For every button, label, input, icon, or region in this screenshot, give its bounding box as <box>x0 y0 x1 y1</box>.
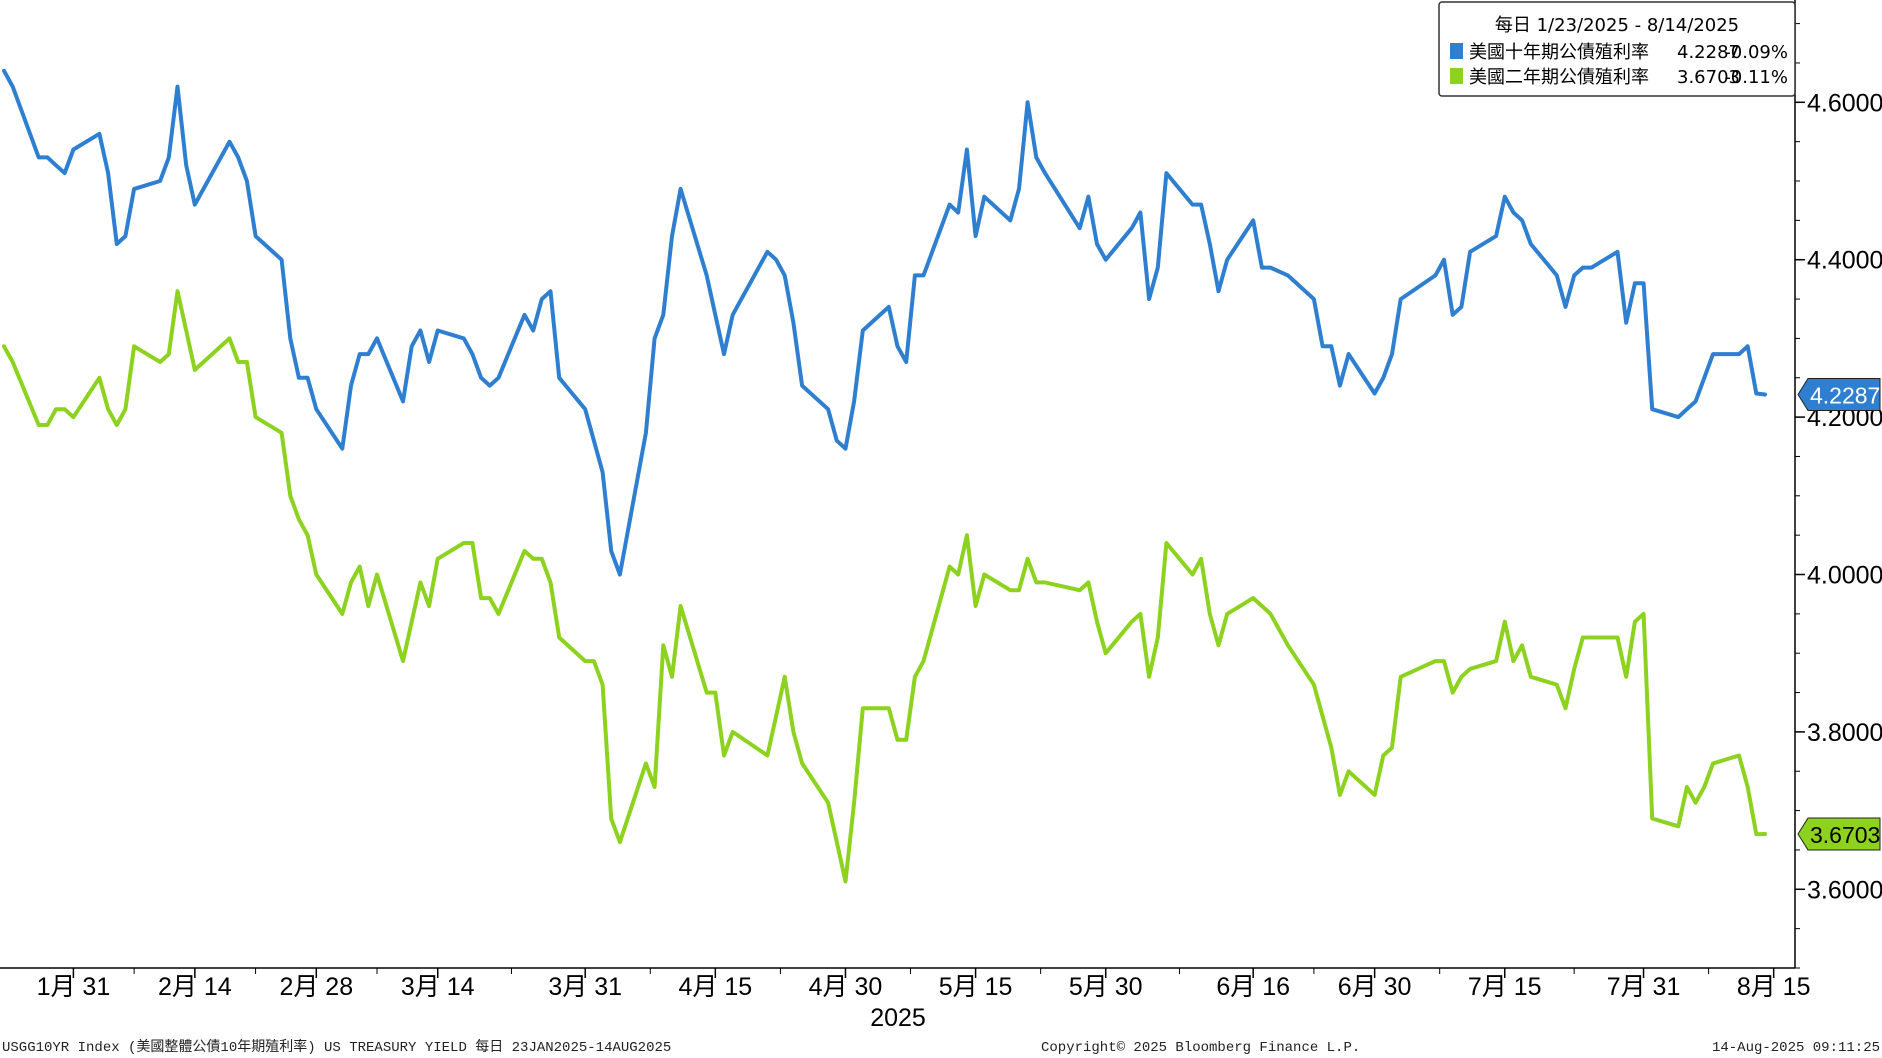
legend-swatch <box>1450 68 1463 84</box>
x-tick-label: 4月 15 <box>679 973 753 1001</box>
y-tick-label: 4.4000 <box>1807 247 1882 275</box>
legend-title: 每日 1/23/2025 - 8/14/2025 <box>1495 15 1739 36</box>
footer: USGG10YR Index (美國整體公債10年期殖利率) US TREASU… <box>2 1038 1880 1056</box>
last-value-badge-text: 3.6703 <box>1810 822 1880 848</box>
legend: 每日 1/23/2025 - 8/14/2025 美國十年期公債殖利率 4.2287… <box>1438 1 1796 97</box>
last-value-badges: 4.2287 3.6703 <box>1797 378 1881 851</box>
legend-box <box>1438 1 1796 97</box>
legend-swatch <box>1450 43 1463 59</box>
x-tick-label: 1月 31 <box>37 973 111 1001</box>
x-axis-label: 2025 <box>870 1004 926 1032</box>
last-value-badge-text: 4.2287 <box>1810 383 1880 409</box>
x-tick-label: 3月 14 <box>401 973 475 1001</box>
footer-copyright: Copyright© 2025 Bloomberg Finance L.P. <box>1041 1040 1360 1056</box>
legend-series-name: 美國十年期公債殖利率 <box>1469 41 1649 63</box>
legend-series-last: 3.6703 <box>1677 67 1740 88</box>
x-tick-label: 5月 30 <box>1069 973 1143 1001</box>
x-tick-label: 6月 16 <box>1216 973 1290 1001</box>
last-value-badge <box>1797 378 1881 412</box>
footer-left: USGG10YR Index (美國整體公債10年期殖利率) US TREASU… <box>2 1038 671 1056</box>
last-value-badge <box>1797 817 1881 851</box>
x-axis: 1月 31 2月 14 2月 28 3月 14 3月 31 4月 15 4月 30 5月 15… <box>0 967 1811 1032</box>
y-tick-label: 3.6000 <box>1807 876 1882 904</box>
legend-series-change: -0.09% <box>1724 42 1788 63</box>
x-tick-label: 7月 31 <box>1607 973 1681 1001</box>
x-tick-label: 2月 28 <box>279 973 353 1001</box>
legend-series-last: 4.2287 <box>1677 42 1740 63</box>
legend-series-name: 美國二年期公債殖利率 <box>1469 66 1649 88</box>
legend-series-change: -0.11% <box>1724 67 1788 88</box>
x-tick-label: 6月 30 <box>1338 973 1412 1001</box>
x-tick-label: 5月 15 <box>939 973 1013 1001</box>
series-lines <box>2 68 1767 884</box>
x-tick-label: 7月 15 <box>1468 973 1542 1001</box>
y-tick-label: 4.0000 <box>1807 562 1882 590</box>
x-tick-label: 3月 31 <box>548 973 622 1001</box>
x-tick-label: 4月 30 <box>809 973 883 1001</box>
y-tick-label: 4.6000 <box>1807 89 1882 117</box>
y-tick-label: 3.8000 <box>1807 719 1882 747</box>
x-tick-label: 8月 15 <box>1737 973 1811 1001</box>
series-line-2 <box>2 289 1767 884</box>
footer-timestamp: 14-Aug-2025 09:11:25 <box>1712 1040 1880 1056</box>
x-tick-label: 2月 14 <box>158 973 232 1001</box>
series-line-1 <box>2 68 1767 577</box>
